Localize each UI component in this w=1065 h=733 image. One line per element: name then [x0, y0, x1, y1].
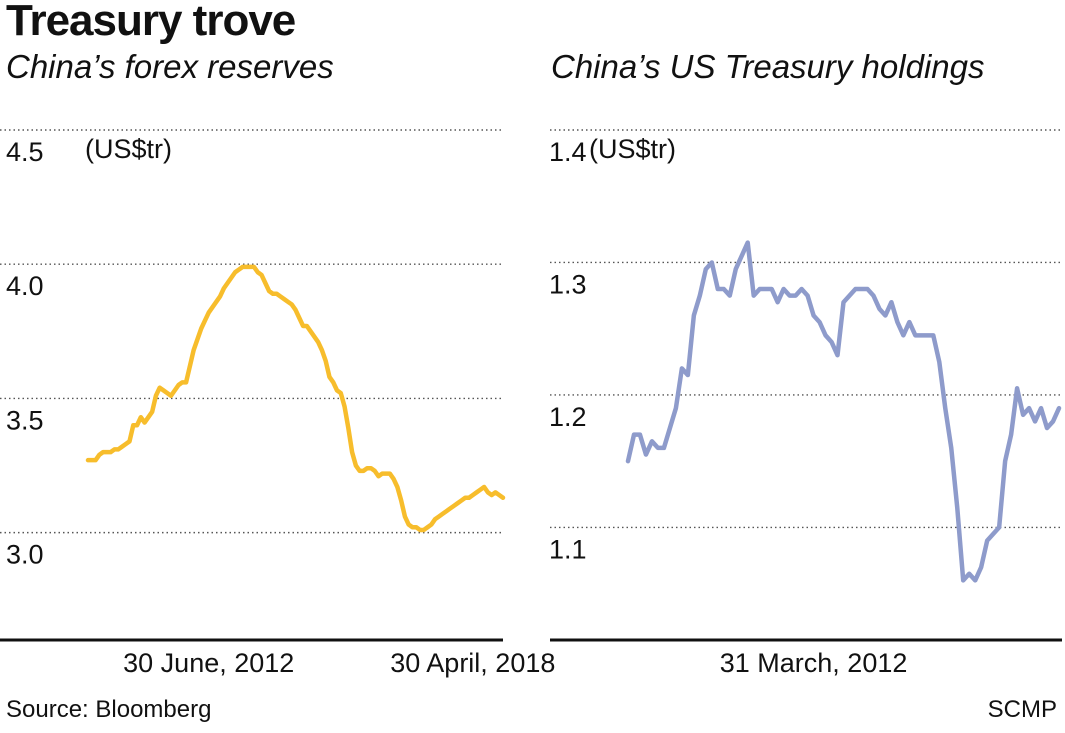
treasury-y-tick-label: 1.3 — [549, 269, 587, 299]
treasury-holdings-chart: 1.41.31.21.1(US$tr)31 March, 201231 Marc… — [549, 129, 1062, 678]
forex-y-tick-label: 3.5 — [6, 405, 44, 435]
treasury-series-line — [625, 240, 1062, 583]
chart-title: Treasury trove — [6, 0, 296, 45]
forex-x-tick-label: 30 June, 2012 — [123, 648, 294, 678]
treasury-y-tick-label: 1.2 — [549, 402, 587, 432]
forex-y-tick-label: 4.5 — [6, 137, 44, 167]
forex-chart-title: China’s forex reserves — [6, 48, 334, 85]
treasury-x-tick-label: 31 March, 2012 — [720, 648, 908, 678]
forex-series-line — [85, 264, 506, 533]
forex-unit-label: (US$tr) — [85, 134, 172, 164]
treasury-y-tick-label: 1.4 — [549, 137, 587, 167]
source-note: Source: Bloomberg — [6, 696, 212, 723]
forex-y-tick-label: 4.0 — [6, 271, 44, 301]
publisher-credit: SCMP — [987, 696, 1057, 723]
forex-x-tick-label: 30 April, 2018 — [390, 648, 555, 678]
forex-y-tick-label: 3.0 — [6, 540, 44, 570]
treasury-chart-title: China’s US Treasury holdings — [551, 48, 985, 85]
forex-reserves-chart: 4.5 4.0 3.5 3.0 (US$tr) 30 June, 2012 30 April… — [0, 129, 555, 678]
treasury-unit-label: (US$tr) — [589, 134, 676, 164]
treasury-y-tick-label: 1.1 — [549, 534, 587, 564]
